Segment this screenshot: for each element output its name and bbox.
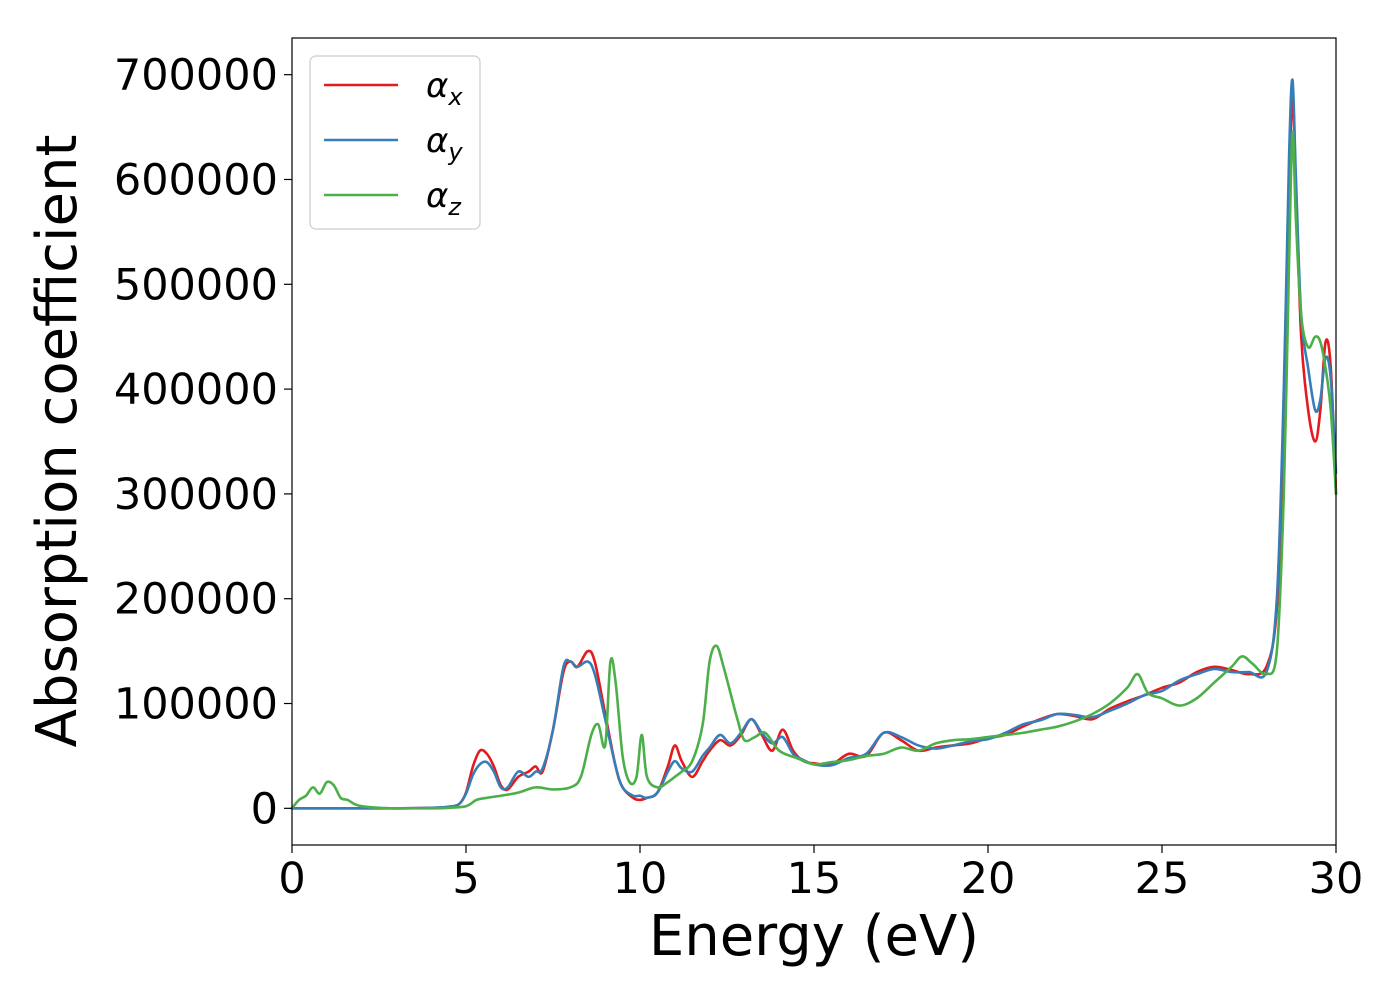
legend: αx αy αz — [309, 55, 481, 230]
legend-entries: αx αy αz — [324, 66, 463, 221]
y-tick-label: 100000 — [114, 680, 278, 730]
x-axis-label: Energy (eV) — [649, 904, 979, 969]
y-axis-label: Absorption coefficient — [25, 135, 90, 748]
legend-frame — [309, 55, 481, 230]
y-tick-label: 0 — [251, 784, 278, 834]
y-tick-label: 600000 — [114, 155, 278, 205]
legend-item-x: αx — [324, 66, 463, 111]
y-tick-label: 700000 — [114, 51, 278, 101]
y-ticks: 0 100000 200000 300000 400000 500000 600000 700… — [114, 51, 292, 834]
x-tick-label: 30 — [1309, 854, 1364, 904]
series-line-z — [290, 130, 1338, 810]
x-ticks: 0 5 10 15 20 25 30 — [278, 845, 1363, 904]
series-line-y — [290, 78, 1338, 810]
y-tick-label: 300000 — [114, 470, 278, 520]
x-tick-label: 20 — [961, 854, 1016, 904]
x-tick-label: 0 — [278, 854, 305, 904]
x-tick-label: 25 — [1135, 854, 1190, 904]
x-tick-label: 15 — [787, 854, 842, 904]
y-tick-label: 200000 — [114, 575, 278, 625]
legend-item-z: αz — [324, 176, 462, 221]
y-tick-label: 500000 — [114, 260, 278, 310]
legend-label: αz — [426, 176, 462, 221]
x-tick-label: 5 — [452, 854, 479, 904]
series-layer — [290, 78, 1338, 810]
legend-item-y: αy — [324, 121, 463, 166]
y-tick-label: 400000 — [114, 365, 278, 415]
legend-label: αx — [426, 66, 463, 111]
x-tick-label: 10 — [613, 854, 668, 904]
legend-label: αy — [426, 121, 463, 166]
